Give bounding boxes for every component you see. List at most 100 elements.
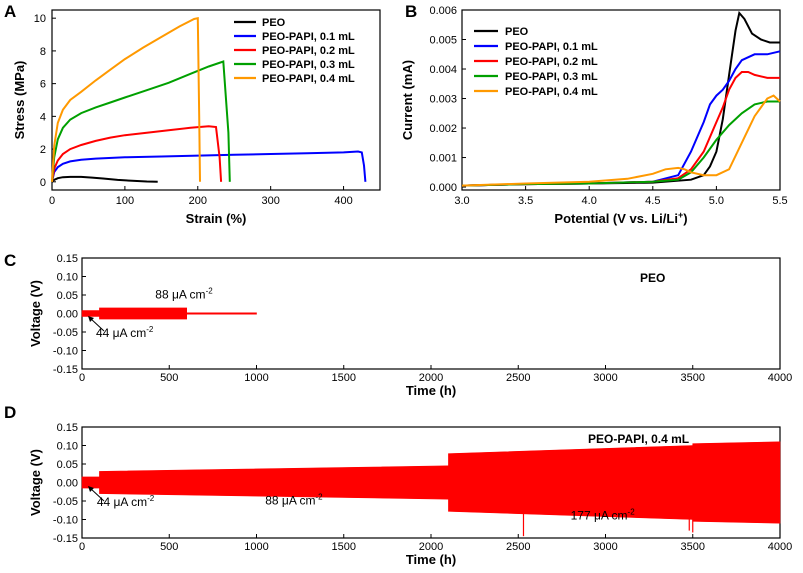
panel-c-x-tick-label: 500 (160, 372, 178, 384)
panel-d-y-tick-label: -0.05 (53, 496, 78, 508)
panel-d-y-tick-label: 0.10 (57, 441, 78, 453)
panel-a-x-tick-label: 200 (189, 195, 207, 207)
panel-c-x-tick-label: 2000 (419, 372, 443, 384)
panel-letter-b: B (405, 2, 417, 21)
panel-b-series-line-3 (461, 100, 780, 187)
panel-d-y-tick-label: -0.10 (53, 515, 78, 527)
panel-b-x-tick-label: 3.0 (454, 195, 469, 207)
panel-b-x-tick-label: 4.0 (582, 195, 597, 207)
panel-c-y-tick-label: -0.15 (53, 364, 78, 376)
panel-d-annotation-2-text: 177 μA cm (571, 509, 628, 523)
panel-c-y-tick-label: 0.10 (57, 272, 78, 284)
panel-a-x-axis-title: Strain (%) (186, 211, 247, 226)
panel-b-series-line-0 (461, 10, 780, 187)
panel-a-legend-label-3: PEO-PAPI, 0.3 mL (262, 59, 355, 71)
panel-a-x-tick-label: 400 (334, 195, 352, 207)
panel-b-legend-label-2: PEO-PAPI, 0.2 mL (505, 56, 598, 68)
panel-a-y-tick-label: 2 (40, 144, 46, 156)
panel-a-series-line-1 (51, 150, 367, 183)
panel-c-annotation-1: 44 μA cm-2 (96, 325, 154, 340)
panel-letter-c: C (4, 251, 16, 270)
panel-b-x-axis-title-end: ) (683, 211, 687, 226)
panel-b-x-tick-label: 3.5 (518, 195, 533, 207)
panel-d-annotation-2: 177 μA cm-2 (571, 508, 636, 523)
panel-b-lsv: 3.0 3.5 4.0 4.5 5.0 5.5 0.000 0.001 0.002 0.003 0.… (400, 5, 788, 226)
panel-d-x-tick-label: 4000 (768, 541, 792, 553)
panel-d-x-tick-label: 3000 (593, 541, 617, 553)
panel-a-y-tick-label: 8 (40, 46, 46, 58)
panel-a-legend-label-4: PEO-PAPI, 0.4 mL (262, 73, 355, 85)
panel-d-y-axis-title: Voltage (V) (28, 449, 43, 516)
panel-b-y-tick-label: 0.003 (429, 94, 457, 106)
panel-c-y-tick-label: 0.05 (57, 290, 78, 302)
panel-a-x-tick-label: 100 (116, 195, 134, 207)
panel-c-y-tick-label: -0.10 (53, 346, 78, 358)
panel-c-annotation-arrow (89, 317, 105, 332)
panel-a-x-tick-label: 0 (49, 195, 55, 207)
panel-c-x-tick-label: 3500 (681, 372, 705, 384)
panel-b-y-tick-label: 0.002 (429, 123, 457, 135)
panel-a-stress-strain: 0 100 200 300 400 0 2 4 6 8 10 Strain (%) Stress (MP… (12, 9, 381, 226)
panel-a-series-line-3 (51, 60, 231, 182)
panel-d-annotation-1-sup: -2 (316, 493, 324, 502)
panel-d-y-tick-label: -0.15 (53, 533, 78, 545)
panel-b-x-axis-title-sup: + (678, 210, 683, 220)
panel-letter-d: D (4, 403, 16, 422)
panel-a-y-tick-label: 0 (40, 177, 46, 189)
panel-c-voltage-segment-2 (186, 312, 257, 315)
panel-c-x-tick-label: 1000 (244, 372, 268, 384)
panel-a-series-line-2 (51, 125, 223, 182)
panel-d-annotation-0: 44 μA cm-2 (97, 494, 155, 509)
panel-c-x-tick-label: 3000 (593, 372, 617, 384)
panel-c-annotation-1-text: 44 μA cm (96, 326, 146, 340)
panel-d-y-tick-label: 0.00 (57, 478, 78, 490)
panel-b-y-tick-label: 0.004 (429, 64, 457, 76)
panel-d-annotation-2-sup: -2 (628, 508, 636, 517)
panel-c-annotation-0: 88 μA cm-2 (155, 287, 213, 302)
panel-c-x-axis-title: Time (h) (406, 383, 456, 398)
panel-a-y-axis-title: Stress (MPa) (12, 61, 27, 140)
panel-d-x-axis-title: Time (h) (406, 552, 456, 567)
panel-d-x-tick-label: 2000 (419, 541, 443, 553)
panel-c-y-tick-label: 0.15 (57, 253, 78, 265)
panel-b-y-tick-label: 0.001 (429, 153, 457, 165)
panel-d-peo-papi-cycling: 0 500 1000 1500 2000 2500 3000 3500 4000 0.15 0.10… (28, 422, 792, 567)
panel-d-annotation-arrowhead (88, 486, 94, 492)
panel-letter-a: A (4, 2, 16, 21)
panel-b-y-axis-title: Current (mA) (400, 60, 415, 140)
panel-c-panel-title: PEO (640, 271, 665, 285)
panel-d-x-tick-label: 1000 (244, 541, 268, 553)
panel-b-legend-label-4: PEO-PAPI, 0.4 mL (505, 86, 598, 98)
panel-b-y-tick-label: 0.006 (429, 5, 457, 17)
panel-d-x-tick-label: 0 (79, 541, 85, 553)
panel-d-annotation-0-sup: -2 (147, 494, 155, 503)
panel-b-x-axis-title: Potential (V vs. Li/Li+) (554, 210, 687, 226)
panel-b-x-tick-label: 4.5 (645, 195, 660, 207)
panel-c-x-tick-label: 0 (79, 372, 85, 384)
panel-c-annotation-0-sup: -2 (206, 287, 214, 296)
panel-b-legend-label-1: PEO-PAPI, 0.1 mL (505, 41, 598, 53)
panel-b-x-axis-title-main: Potential (V vs. Li/Li (554, 211, 678, 226)
panel-b-plot-frame (461, 9, 781, 191)
panel-c-x-tick-label: 2500 (506, 372, 530, 384)
panel-c-y-tick-label: 0.00 (57, 309, 78, 321)
panel-d-annotation-1-text: 88 μA cm (265, 494, 315, 508)
panel-b-series-line-4 (461, 94, 781, 187)
panel-d-annotation-0-text: 44 μA cm (97, 495, 147, 509)
panel-c-y-tick-label: -0.05 (53, 327, 78, 339)
panel-d-panel-title: PEO-PAPI, 0.4 mL (588, 432, 689, 446)
panel-a-series-line-0 (51, 175, 158, 183)
panel-a-y-tick-label: 6 (40, 79, 46, 91)
panel-d-voltage-segment-0 (81, 476, 100, 489)
panel-b-x-tick-label: 5.0 (709, 195, 724, 207)
panel-a-plot-frame (51, 9, 381, 191)
panel-d-x-tick-label: 500 (160, 541, 178, 553)
panel-d-x-tick-label: 1500 (332, 541, 356, 553)
panel-d-x-tick-label: 3500 (681, 541, 705, 553)
panel-c-voltage-segment-1 (99, 307, 187, 320)
panel-c-annotation-1-sup: -2 (146, 325, 154, 334)
panel-c-x-tick-label: 4000 (768, 372, 792, 384)
panel-d-voltage-segment-3 (692, 441, 781, 524)
panel-d-y-tick-label: 0.05 (57, 459, 78, 471)
